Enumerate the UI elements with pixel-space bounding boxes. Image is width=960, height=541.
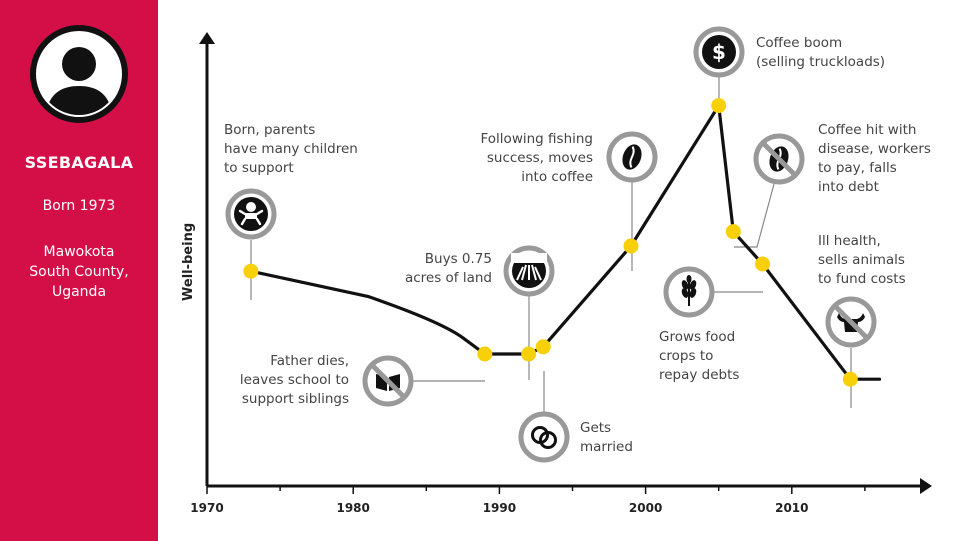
event-line: Ill health,: [818, 233, 881, 249]
dollar-icon: $: [693, 26, 745, 78]
event-line: repay debts: [659, 367, 740, 383]
event-label-moves-coffee: Following fishing success, moves into co…: [481, 130, 593, 187]
x-tick-label: 1980: [336, 501, 369, 515]
land-field-icon: [503, 245, 555, 297]
event-line: into debt: [818, 179, 879, 195]
event-line: success, moves: [486, 150, 593, 166]
event-marker: [623, 238, 639, 254]
event-marker: [521, 346, 537, 362]
rings-icon: [518, 411, 570, 463]
event-line: support siblings: [241, 391, 349, 407]
location-line: Mawokota: [43, 244, 115, 260]
event-line: to pay, falls: [818, 160, 897, 176]
event-marker: [535, 339, 551, 355]
baby-icon: [225, 188, 277, 240]
well-being-line: [249, 104, 882, 381]
event-line: married: [580, 439, 633, 455]
location-line: Uganda: [51, 284, 107, 300]
event-line: Coffee boom: [756, 35, 843, 51]
x-tick-label: 2010: [775, 501, 808, 515]
location: Mawokota South County, Uganda: [0, 242, 158, 302]
event-line: Grows food: [659, 329, 736, 345]
event-label-buys-land: Buys 0.75 acres of land: [405, 250, 492, 288]
event-marker: [755, 256, 771, 272]
event-line: Following fishing: [480, 131, 593, 147]
location-line: South County,: [29, 264, 129, 280]
svg-text:$: $: [712, 40, 726, 64]
event-line: Buys 0.75: [424, 251, 492, 267]
birth-year: Born 1973: [42, 198, 116, 214]
event-line: Gets: [580, 420, 612, 436]
y-axis-label: Well-being: [181, 222, 196, 301]
event-label-food-crops: Grows food crops to repay debts: [659, 328, 739, 385]
event-label-father-dies: Father dies, leaves school to support si…: [240, 352, 349, 409]
event-line: to support: [224, 160, 294, 176]
profile-sidebar: SSEBAGALA Born 1973 Mawokota South Count…: [0, 0, 158, 541]
event-label-ill-health: Ill health, sells animals to fund costs: [818, 232, 906, 289]
event-marker: [711, 98, 727, 114]
event-line: Born, parents: [224, 122, 316, 138]
event-line: have many children: [224, 141, 358, 157]
event-line: sells animals: [818, 252, 905, 268]
event-label-married: Gets married: [580, 419, 633, 457]
event-line: crops to: [659, 348, 714, 364]
event-line: into coffee: [521, 169, 593, 185]
event-label-born: Born, parents have many children to supp…: [224, 121, 358, 178]
event-label-coffee-disease: Coffee hit with disease, workers to pay,…: [818, 121, 931, 197]
event-line: Coffee hit with: [818, 122, 917, 138]
event-line: disease, workers: [818, 141, 931, 157]
no-coffee-icon: [753, 133, 805, 185]
person-icon: [30, 25, 128, 123]
x-ticks: 1970 1980 1990 2000 2010: [190, 486, 866, 515]
leader-lines: [250, 77, 852, 412]
event-marker: [477, 346, 493, 362]
event-line: to fund costs: [818, 271, 906, 287]
coffee-bean-icon: [606, 131, 658, 183]
x-tick-label: 1990: [483, 501, 516, 515]
event-line: (selling truckloads): [756, 54, 886, 70]
person-name: SSEBAGALA: [24, 153, 134, 172]
event-line: acres of land: [404, 270, 492, 286]
y-axis-arrow: [199, 32, 215, 44]
event-marker: [725, 224, 741, 240]
event-line: leaves school to: [239, 372, 349, 388]
x-axis-arrow: [920, 478, 932, 494]
no-book-icon: [362, 355, 414, 407]
event-marker: [842, 371, 858, 387]
event-line: Father dies,: [270, 353, 349, 369]
leader-disease: [734, 183, 775, 248]
no-cow-icon: [825, 296, 877, 348]
x-tick-label: 2000: [629, 501, 662, 515]
event-markers: [243, 98, 858, 387]
event-label-coffee-boom: Coffee boom (selling truckloads): [756, 34, 885, 72]
wheat-icon: [663, 266, 715, 318]
event-marker: [243, 263, 259, 279]
x-tick-label: 1970: [190, 501, 223, 515]
